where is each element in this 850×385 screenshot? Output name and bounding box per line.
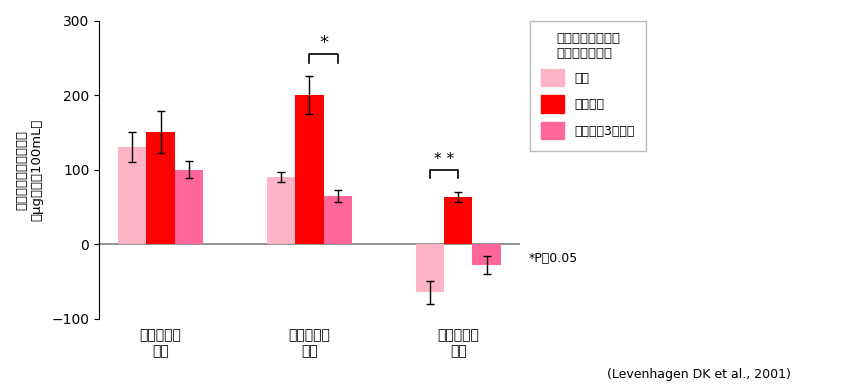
Bar [146, 132, 175, 244]
Bar [444, 197, 473, 244]
Bar [324, 196, 352, 244]
Text: * *: * * [434, 152, 454, 167]
Text: (Levenhagen DK et al., 2001): (Levenhagen DK et al., 2001) [607, 368, 790, 381]
Legend: なし, 運動直後, 運動終了3時間後: なし, 運動直後, 運動終了3時間後 [530, 21, 646, 151]
Bar [473, 244, 501, 265]
Bar [416, 244, 444, 293]
Y-axis label: 脈筋肉タンパク質動態
（μg／分・100mL）: 脈筋肉タンパク質動態 （μg／分・100mL） [15, 118, 43, 221]
Text: *: * [319, 34, 328, 52]
Bar [118, 147, 146, 244]
Text: *P＜0.05: *P＜0.05 [528, 252, 577, 265]
Bar [175, 169, 203, 244]
Bar [295, 95, 324, 244]
Bar [267, 177, 295, 244]
